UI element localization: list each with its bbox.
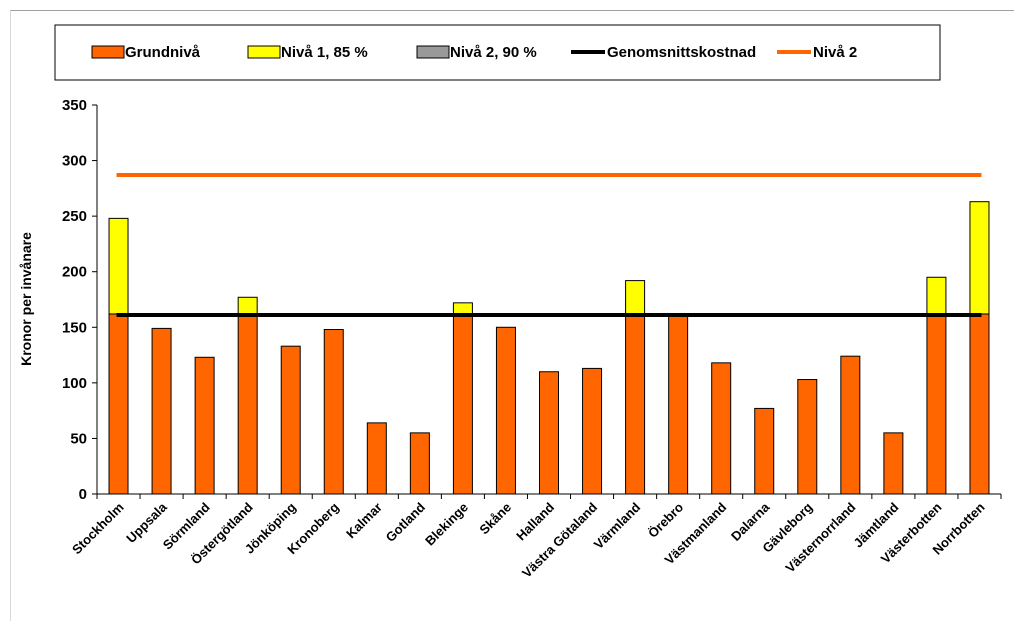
- bar: [754, 407, 775, 495]
- y-tick-label: 100: [62, 375, 87, 392]
- legend-swatch: [247, 45, 281, 59]
- bar: [151, 327, 172, 495]
- bar: [237, 296, 258, 315]
- y-tick-label: 300: [62, 153, 87, 170]
- bar: [797, 379, 818, 495]
- bar: [625, 313, 646, 495]
- bar: [452, 313, 473, 495]
- bar: [323, 329, 344, 495]
- x-tick-label: Västra Götaland: [519, 499, 600, 580]
- x-tick-label: Blekinge: [422, 500, 471, 549]
- bar: [711, 362, 732, 495]
- bar: [194, 356, 215, 495]
- legend-label: Nivå 2, 90 %: [450, 44, 537, 61]
- bar: [495, 326, 516, 495]
- bar: [237, 313, 258, 495]
- legend-swatch: [91, 45, 125, 59]
- bar: [883, 432, 904, 495]
- bar: [108, 217, 129, 315]
- bar: [926, 313, 947, 495]
- y-tick-label: 50: [70, 430, 87, 447]
- x-tick-label: Halland: [513, 499, 557, 543]
- y-tick-label: 200: [62, 264, 87, 281]
- x-tick-label: Skåne: [476, 500, 514, 538]
- bar: [452, 302, 473, 315]
- x-tick-label: Örebro: [645, 499, 686, 540]
- bar: [582, 367, 603, 495]
- bar: [969, 201, 990, 315]
- y-tick-label: 350: [62, 97, 87, 114]
- y-tick-label: 0: [79, 486, 87, 503]
- legend-swatch: [416, 45, 450, 59]
- bar: [668, 315, 689, 495]
- plot-area: 050100150200250300350StockholmUppsalaSör…: [62, 97, 1002, 581]
- bar: [366, 422, 387, 495]
- bar: [280, 345, 301, 495]
- bar: [969, 313, 990, 495]
- y-tick-label: 250: [62, 208, 87, 225]
- x-tick-label: Stockholm: [69, 500, 127, 558]
- chart-frame: [10, 10, 1014, 621]
- legend-label: Nivå 1, 85 %: [281, 44, 368, 61]
- y-axis-title: Kronor per invånare: [18, 232, 34, 366]
- bar: [539, 371, 559, 495]
- legend-label: Nivå 2: [813, 44, 857, 61]
- bar: [840, 355, 861, 495]
- x-tick-label: Kalmar: [343, 500, 385, 542]
- bar: [108, 313, 129, 495]
- bar: [926, 276, 947, 315]
- y-tick-label: 150: [62, 319, 87, 336]
- legend-label: Genomsnittskostnad: [607, 44, 756, 61]
- legend-label: Grundnivå: [125, 44, 201, 61]
- bar: [409, 432, 430, 495]
- x-tick-label: Värmland: [591, 499, 644, 552]
- legend: Grundnivå Nivå 1, 85 % Nivå 2, 90 % Genomsn…: [91, 44, 857, 61]
- bar: [625, 280, 646, 315]
